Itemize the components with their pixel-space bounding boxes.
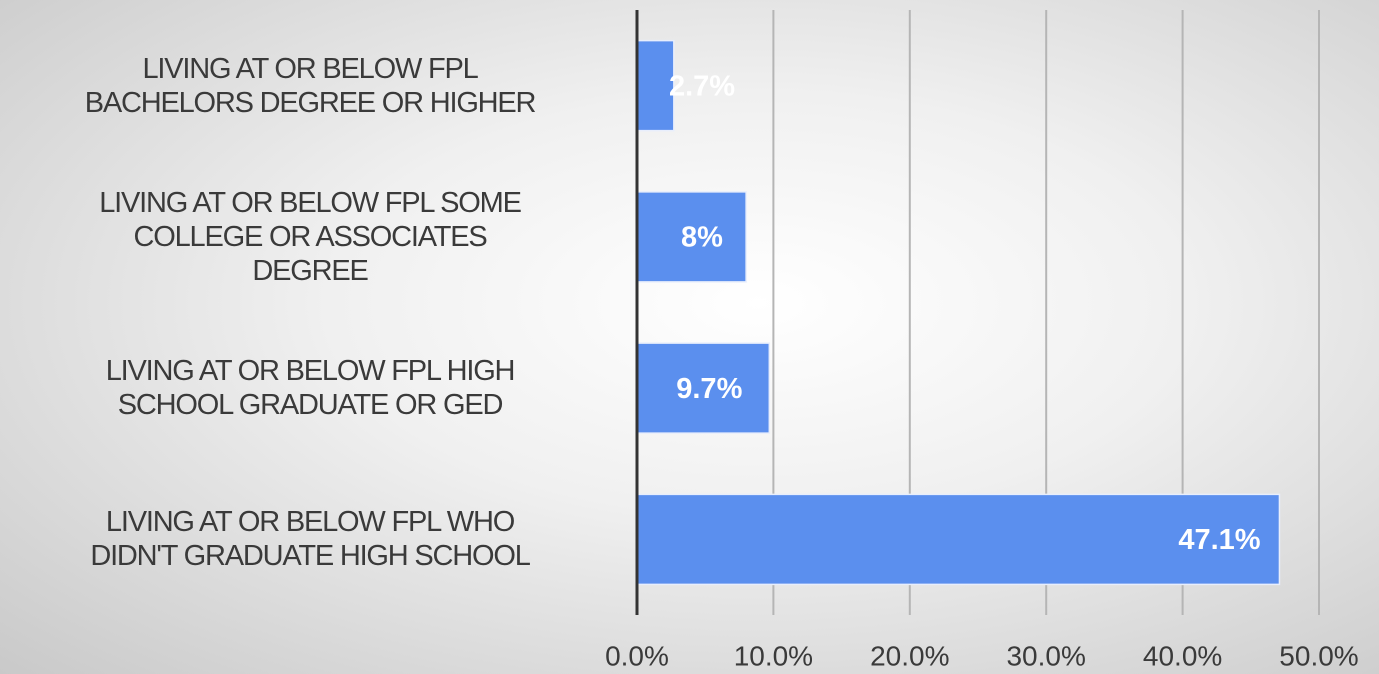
- y-tick-label: LIVING AT OR BELOW FPL BACHELORS DEGREE …: [84, 52, 537, 119]
- value-label: 9.7%: [676, 373, 742, 405]
- x-tick-label: 10.0%: [734, 640, 813, 671]
- y-tick-label: LIVING AT OR BELOW FPL HIGH SCHOOL GRADU…: [105, 355, 516, 422]
- value-label: 2.7%: [669, 70, 735, 102]
- x-tick-label: 0.0%: [605, 640, 669, 671]
- y-tick-label: LIVING AT OR BELOW FPL WHO DIDN'T GRADUA…: [90, 506, 531, 573]
- value-label: 47.1%: [1178, 524, 1260, 556]
- x-tick-label: 50.0%: [1279, 640, 1358, 671]
- value-label: 8%: [681, 222, 723, 254]
- bar: [636, 493, 1281, 586]
- x-tick-label: 20.0%: [870, 640, 949, 671]
- x-tick-label: 30.0%: [1006, 640, 1085, 671]
- x-tick-label: 40.0%: [1143, 640, 1222, 671]
- y-tick-label: LIVING AT OR BELOW FPL SOME COLLEGE OR A…: [99, 186, 522, 287]
